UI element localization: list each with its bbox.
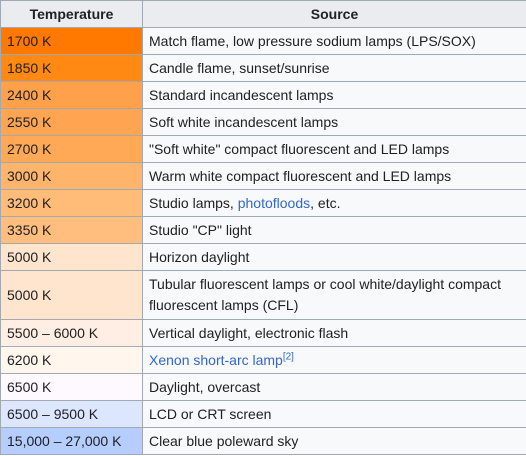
temperature-cell: 6500 K (0, 373, 143, 401)
temperature-cell: 1700 K (0, 27, 143, 55)
temperature-cell: 2550 K (0, 108, 143, 136)
table-row: 5000 K Tubular fluorescent lamps or cool… (0, 270, 526, 320)
temperature-cell: 15,000 – 27,000 K (0, 427, 143, 455)
table-row: 5500 – 6000 K Vertical daylight, electro… (0, 319, 526, 347)
source-cell: Xenon short-arc lamp[2] (142, 346, 526, 374)
table-row: 6500 – 9500 K LCD or CRT screen (0, 400, 526, 428)
source-cell: Tubular fluorescent lamps or cool white/… (142, 270, 526, 320)
table-row: 2400 K Standard incandescent lamps (0, 81, 526, 109)
temperature-cell: 6500 – 9500 K (0, 400, 143, 428)
temperature-cell: 5000 K (0, 270, 143, 320)
column-header-temperature: Temperature (0, 0, 143, 28)
source-cell: Vertical daylight, electronic flash (142, 319, 526, 347)
source-cell: Warm white compact fluorescent and LED l… (142, 162, 526, 190)
table-row: 15,000 – 27,000 K Clear blue poleward sk… (0, 427, 526, 455)
column-header-source: Source (142, 0, 526, 28)
table-row: 3200 K Studio lamps, photofloods, etc. (0, 189, 526, 217)
table-row: 2550 K Soft white incandescent lamps (0, 108, 526, 136)
source-cell: Match flame, low pressure sodium lamps (… (142, 27, 526, 55)
temperature-cell: 5000 K (0, 243, 143, 271)
temperature-cell: 2700 K (0, 135, 143, 163)
source-cell: Standard incandescent lamps (142, 81, 526, 109)
source-cell: LCD or CRT screen (142, 400, 526, 428)
temperature-cell: 3350 K (0, 216, 143, 244)
temperature-cell: 1850 K (0, 54, 143, 82)
header-row: Temperature Source (0, 0, 526, 28)
temperature-cell: 6200 K (0, 346, 143, 374)
source-cell: Studio "CP" light (142, 216, 526, 244)
source-text: Studio lamps, (149, 194, 238, 211)
temperature-cell: 5500 – 6000 K (0, 319, 143, 347)
temperature-cell: 3200 K (0, 189, 143, 217)
source-text: , etc. (310, 194, 341, 211)
table-row: 3000 K Warm white compact fluorescent an… (0, 162, 526, 190)
table-row: 1850 K Candle flame, sunset/sunrise (0, 54, 526, 82)
source-cell: Daylight, overcast (142, 373, 526, 401)
photofloods-link[interactable]: photofloods (237, 194, 311, 211)
table-row: 5000 K Horizon daylight (0, 243, 526, 271)
source-cell: Soft white incandescent lamps (142, 108, 526, 136)
table-row: 1700 K Match flame, low pressure sodium … (0, 27, 526, 55)
reference-link[interactable]: [2] (282, 350, 294, 362)
source-cell: Candle flame, sunset/sunrise (142, 54, 526, 82)
table-row: 6500 K Daylight, overcast (0, 373, 526, 401)
table-row: 2700 K "Soft white" compact fluorescent … (0, 135, 526, 163)
table-row: 3350 K Studio "CP" light (0, 216, 526, 244)
source-cell: Clear blue poleward sky (142, 427, 526, 455)
table-row: 6200 K Xenon short-arc lamp[2] (0, 346, 526, 374)
xenon-lamp-link[interactable]: Xenon short-arc lamp (149, 351, 283, 368)
source-cell: Horizon daylight (142, 243, 526, 271)
temperature-cell: 2400 K (0, 81, 143, 109)
source-cell: Studio lamps, photofloods, etc. (142, 189, 526, 217)
source-cell: "Soft white" compact fluorescent and LED… (142, 135, 526, 163)
temperature-cell: 3000 K (0, 162, 143, 190)
